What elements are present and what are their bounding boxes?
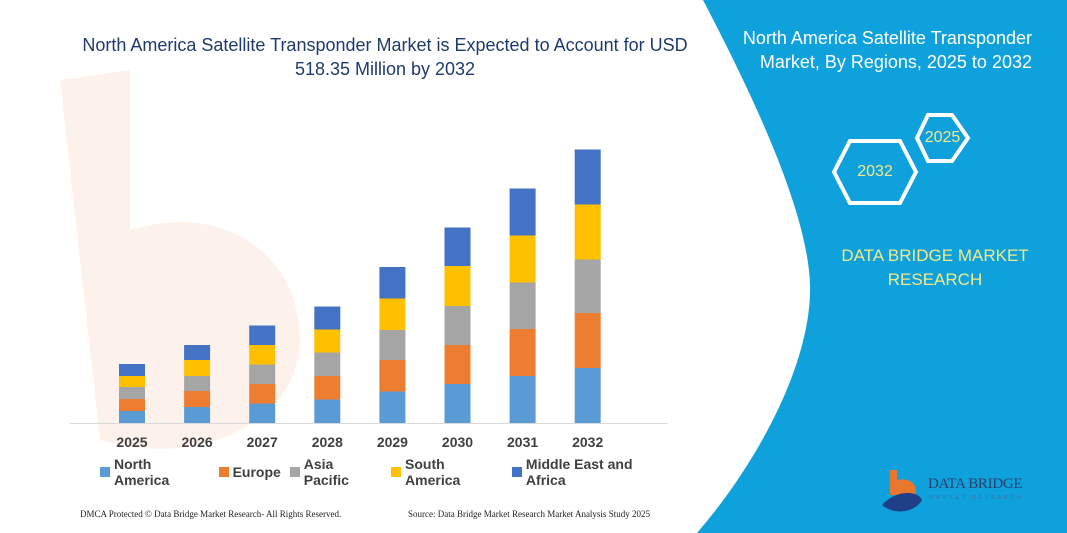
bars-group xyxy=(119,149,601,423)
legend-label: North America xyxy=(113,456,170,488)
bar-segment-2026-europe xyxy=(184,391,211,407)
chart-title: North America Satellite Transponder Mark… xyxy=(82,35,688,79)
side-panel xyxy=(697,0,1067,533)
bar-segment-2031-middle-east-and-africa xyxy=(509,188,536,236)
bar-segment-2028-north-america xyxy=(314,399,341,423)
bar-segment-2032-north-america xyxy=(574,368,601,423)
legend: North America Europe Asia Pacific South Ame… xyxy=(100,456,675,488)
x-tick-label: 2030 xyxy=(442,434,473,450)
side-panel-title: North America Satellite Transponder Mark… xyxy=(742,28,1032,72)
bar-segment-2026-asia-pacific xyxy=(184,376,211,391)
bar-segment-2030-asia-pacific xyxy=(444,306,471,345)
bar-segment-2031-north-america xyxy=(509,376,536,423)
brand-text: DATA BRIDGE MARKET RESEARCH xyxy=(841,246,1029,289)
bar-segment-2027-middle-east-and-africa xyxy=(249,325,276,345)
bar-segment-2025-europe xyxy=(119,399,145,411)
hex-2025 xyxy=(914,113,971,163)
bar-segment-2025-middle-east-and-africa xyxy=(119,364,145,376)
legend-item: Asia Pacific xyxy=(289,456,382,488)
bar-segment-2027-asia-pacific xyxy=(249,364,276,384)
x-tick-label: 2025 xyxy=(116,434,147,450)
bar-segment-2031-south-america xyxy=(509,235,536,283)
legend-label: Middle East and Africa xyxy=(525,456,633,488)
legend-swatch xyxy=(511,467,522,477)
bar-segment-2031-europe xyxy=(509,329,536,376)
footer-copyright: DMCA Protected © Data Bridge Market Rese… xyxy=(80,509,342,519)
x-tick-label: 2026 xyxy=(182,434,213,450)
logo-text: DATA BRIDGE xyxy=(928,476,1023,492)
legend-swatch xyxy=(100,467,110,477)
bar-segment-2029-asia-pacific xyxy=(379,330,406,360)
bar-segment-2028-south-america xyxy=(314,329,341,353)
bar-segment-2032-south-america xyxy=(574,204,601,260)
bar-segment-2029-south-america xyxy=(379,298,406,330)
watermark-logo xyxy=(60,70,300,449)
bar-segment-2025-north-america xyxy=(119,411,145,423)
bar-segment-2032-asia-pacific xyxy=(574,259,601,313)
legend-label: Asia Pacific xyxy=(303,456,349,488)
bar-segment-2029-europe xyxy=(379,360,406,392)
bar-segment-2025-south-america xyxy=(119,376,145,387)
legend-item: Europe xyxy=(218,456,281,488)
bar-segment-2030-europe xyxy=(444,345,471,384)
bar-segment-2030-south-america xyxy=(444,266,471,306)
legend-swatch xyxy=(218,467,229,477)
logo-icon xyxy=(882,470,922,512)
footer-source: Source: Data Bridge Market Research Mark… xyxy=(408,509,650,519)
legend-label: Europe xyxy=(232,464,281,480)
hex-2025-label: 2025 xyxy=(924,129,961,146)
legend-item: South America xyxy=(391,456,503,488)
bar-segment-2032-middle-east-and-africa xyxy=(574,149,601,205)
legend-item: Middle East and Africa xyxy=(511,456,675,488)
x-tick-label: 2029 xyxy=(377,434,408,450)
hex-2032-label: 2032 xyxy=(857,163,893,180)
bar-segment-2028-europe xyxy=(314,376,341,400)
hex-2032 xyxy=(831,139,919,205)
logo-subtext: MARKET RESEARCH xyxy=(929,495,1024,501)
legend-swatch xyxy=(391,467,402,477)
bar-segment-2029-north-america xyxy=(379,391,406,423)
bar-segment-2030-middle-east-and-africa xyxy=(444,227,471,266)
bar-segment-2026-north-america xyxy=(184,407,211,423)
legend-label: South America xyxy=(405,456,461,488)
bar-segment-2028-asia-pacific xyxy=(314,352,341,376)
bar-segment-2031-asia-pacific xyxy=(509,282,536,329)
bar-segment-2029-middle-east-and-africa xyxy=(379,267,406,299)
bar-segment-2025-asia-pacific xyxy=(119,387,145,399)
bar-segment-2027-south-america xyxy=(249,345,276,365)
x-tick-label: 2028 xyxy=(312,434,343,450)
x-tick-label: 2032 xyxy=(572,434,603,450)
bar-segment-2027-europe xyxy=(249,384,276,404)
bar-segment-2030-north-america xyxy=(444,384,471,423)
legend-item: North America xyxy=(100,456,210,488)
bar-segment-2032-europe xyxy=(574,313,601,368)
bar-segment-2027-north-america xyxy=(249,403,276,423)
x-tick-label: 2027 xyxy=(247,434,278,450)
bar-segment-2028-middle-east-and-africa xyxy=(314,306,341,330)
bar-segment-2026-middle-east-and-africa xyxy=(184,345,211,360)
legend-swatch xyxy=(289,467,300,477)
x-tick-labels: 2025 2026 2027 2028 2029 2030 2031 2032 xyxy=(116,434,603,450)
x-tick-label: 2031 xyxy=(507,434,538,450)
bar-segment-2026-south-america xyxy=(184,360,211,376)
